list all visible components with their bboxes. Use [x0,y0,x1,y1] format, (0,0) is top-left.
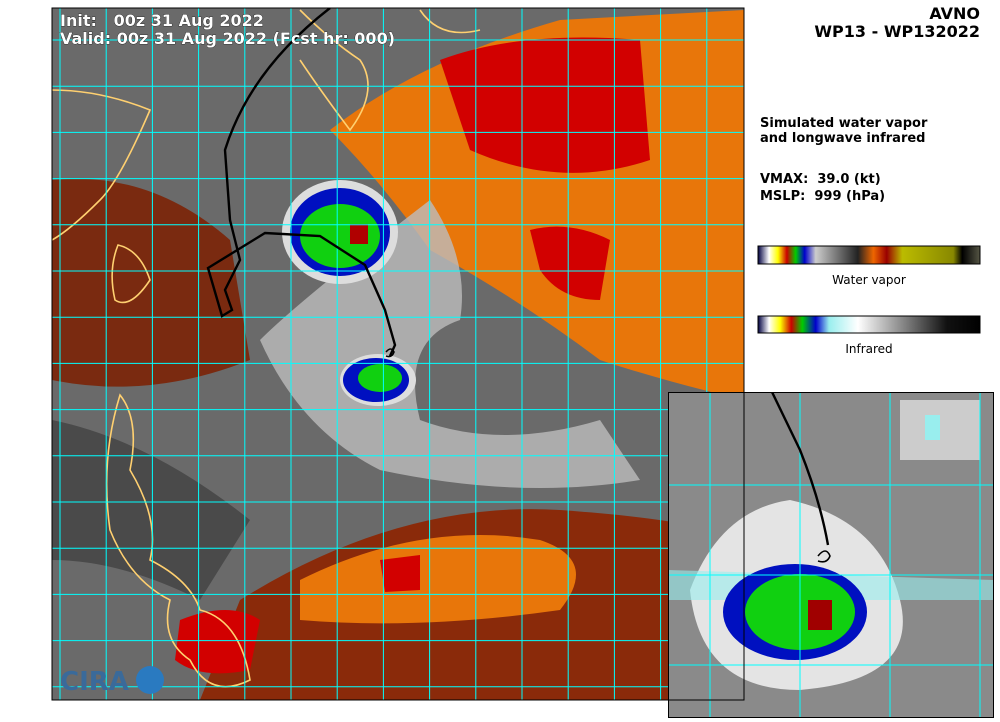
logo-icon [136,666,164,694]
colorbar-label: Water vapor [832,273,906,287]
map-frame [51,7,745,701]
colorbar-label: Infrared [845,342,892,356]
storm-id: WP13 - WP132022 [814,22,980,41]
logo: CIRA [60,667,129,697]
valid-time: Valid: 00z 31 Aug 2022 (Fcst hr: 000) [60,29,395,48]
mslp: MSLP: 999 (hPa) [760,189,885,204]
infrared-colorbar [757,315,981,334]
model-name: AVNO [929,4,980,23]
vmax: VMAX: 39.0 (kt) [760,172,881,187]
satellite-map [52,8,744,700]
water-vapor-colorbar [757,245,981,265]
description: Simulated water vapor [760,116,928,131]
init-time: Init: 00z 31 Aug 2022 [60,11,264,30]
inset-map [668,392,994,718]
description: and longwave infrared [760,131,926,146]
